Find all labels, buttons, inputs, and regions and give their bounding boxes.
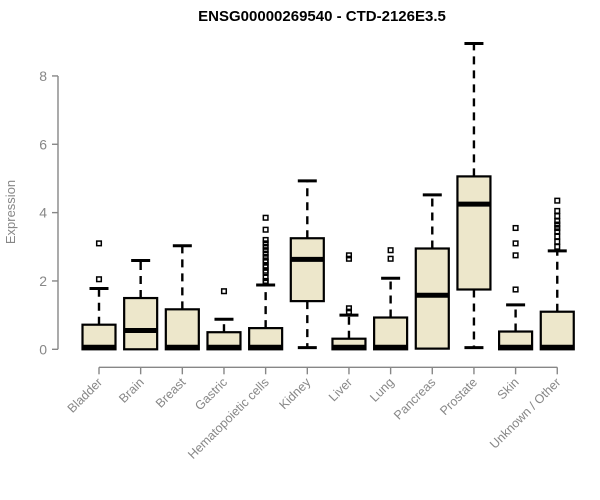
outlier-point xyxy=(554,221,561,228)
iqr-box xyxy=(414,247,450,350)
x-tick-label-pancreas: Pancreas xyxy=(391,375,438,422)
outlier-point xyxy=(345,305,353,312)
iqr-box xyxy=(539,310,575,351)
iqr-box xyxy=(373,316,409,351)
x-tick-label-lung: Lung xyxy=(367,375,397,405)
outlier-point xyxy=(262,226,269,233)
outlier-point xyxy=(554,228,561,235)
box-bladder xyxy=(81,240,117,351)
outlier-point xyxy=(220,288,228,295)
box-prostate xyxy=(456,41,492,350)
x-tick-label-gastric: Gastric xyxy=(192,375,230,413)
outlier-point xyxy=(554,218,561,225)
outlier-point xyxy=(554,224,561,232)
outlier-point xyxy=(95,240,103,247)
iqr-box xyxy=(289,237,325,303)
outlier-point xyxy=(554,197,561,204)
outlier-point xyxy=(262,243,269,250)
x-tick-label-bladder: Bladder xyxy=(65,375,105,415)
y-axis: 0 2 4 6 8 xyxy=(39,68,59,357)
outlier-point xyxy=(262,257,269,264)
outlier-point xyxy=(554,238,561,245)
outlier-point xyxy=(262,250,269,257)
y-axis-label: Expression xyxy=(3,180,18,244)
x-tick-label-unknown-other: Unknown / Other xyxy=(487,375,563,451)
outlier-point xyxy=(512,252,519,259)
x-tick-label-prostate: Prostate xyxy=(437,375,480,418)
box-hematopoietic-cells xyxy=(248,214,284,351)
boxplot-series xyxy=(81,41,575,351)
outlier-point xyxy=(554,207,561,214)
outlier-point xyxy=(345,252,353,259)
x-tick-label-breast: Breast xyxy=(153,375,189,411)
outlier-point xyxy=(262,277,269,285)
box-kidney xyxy=(289,179,325,350)
outlier-point xyxy=(262,247,269,254)
box-unknown-other xyxy=(539,197,575,351)
outlier-point xyxy=(345,255,353,262)
y-tick-label: 6 xyxy=(39,136,47,152)
outlier-point xyxy=(262,236,269,244)
chart-title: ENSG00000269540 - CTD-2126E3.5 xyxy=(198,8,446,25)
outlier-point xyxy=(262,214,269,221)
box-pancreas xyxy=(414,193,450,350)
x-tick-label-hematopoietic-cells: Hematopoietic cells xyxy=(185,375,272,462)
x-tick-label-liver: Liver xyxy=(326,375,355,404)
outlier-point xyxy=(262,240,269,247)
box-liver xyxy=(331,252,367,351)
outlier-point xyxy=(512,224,519,232)
x-tick-label-kidney: Kidney xyxy=(276,375,313,412)
iqr-box xyxy=(164,308,200,351)
box-lung xyxy=(373,247,409,351)
box-gastric xyxy=(206,288,242,351)
outlier-point xyxy=(554,243,561,250)
outlier-point xyxy=(554,212,561,220)
outlier-point xyxy=(95,276,103,283)
outlier-point xyxy=(262,274,269,281)
outlier-point xyxy=(512,240,519,247)
iqr-box xyxy=(123,296,159,351)
outlier-point xyxy=(554,233,561,240)
x-tick-label-brain: Brain xyxy=(116,375,147,406)
x-tick-label-skin: Skin xyxy=(495,375,522,402)
outlier-point xyxy=(387,247,394,254)
outlier-point xyxy=(512,286,519,293)
outlier-point xyxy=(387,255,394,262)
iqr-box xyxy=(456,175,492,291)
y-tick-label: 0 xyxy=(39,341,47,357)
outlier-point xyxy=(345,308,353,315)
box-breast xyxy=(164,244,200,351)
y-tick-label: 8 xyxy=(39,68,47,84)
box-skin xyxy=(498,224,534,351)
box-brain xyxy=(123,258,159,351)
y-tick-label: 2 xyxy=(39,273,47,289)
y-tick-label: 4 xyxy=(39,205,47,221)
outlier-point xyxy=(262,253,269,261)
